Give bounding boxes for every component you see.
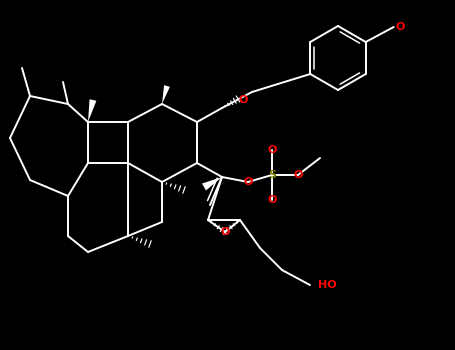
- Polygon shape: [162, 85, 170, 104]
- Polygon shape: [88, 99, 96, 122]
- Text: O: O: [395, 22, 404, 32]
- Text: HO: HO: [318, 280, 337, 290]
- Text: O: O: [220, 227, 230, 237]
- Polygon shape: [202, 177, 222, 190]
- Text: O: O: [268, 195, 277, 205]
- Text: O: O: [293, 170, 303, 180]
- Text: O: O: [268, 145, 277, 155]
- Text: S: S: [268, 170, 276, 180]
- Text: O: O: [243, 177, 253, 187]
- Text: O: O: [238, 95, 248, 105]
